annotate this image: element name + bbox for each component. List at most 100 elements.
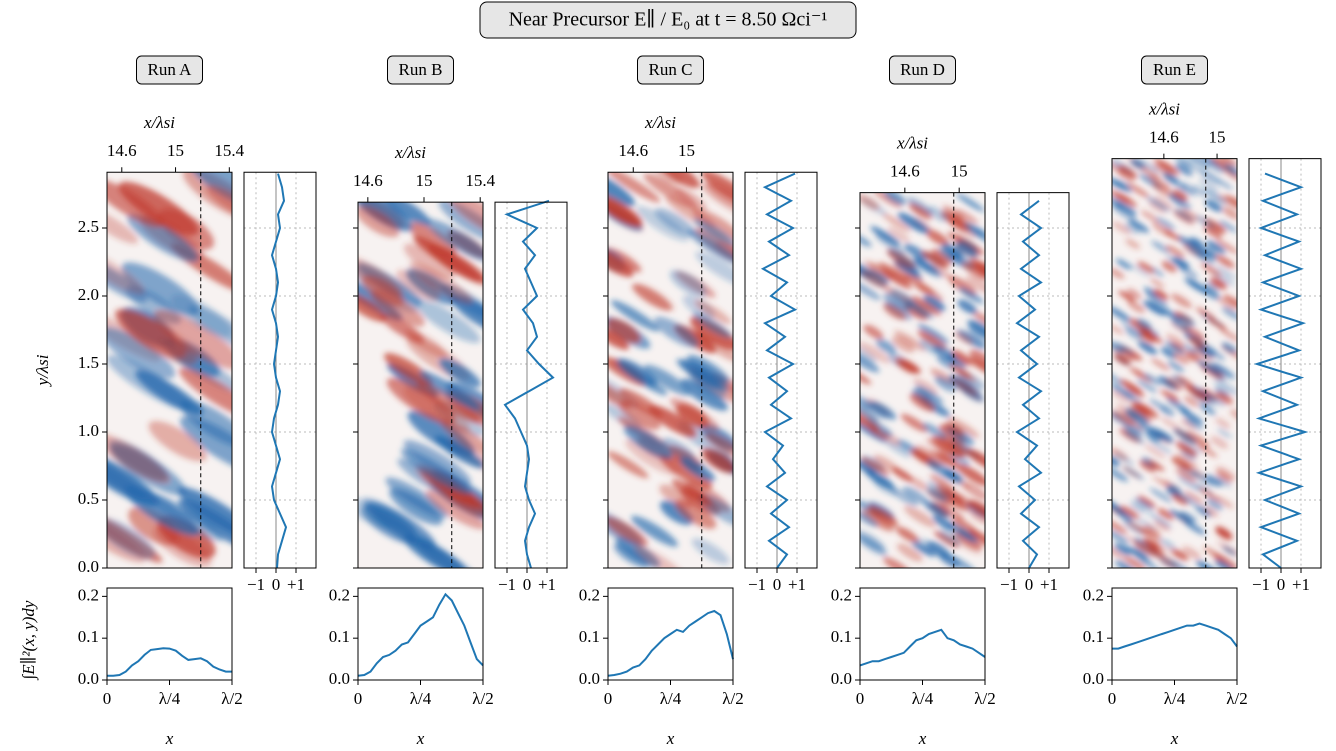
blob	[1147, 174, 1171, 190]
blob	[1179, 438, 1202, 454]
blob	[931, 248, 953, 265]
blob	[705, 182, 733, 209]
blob	[903, 505, 937, 528]
x-tick-label: 15	[951, 162, 968, 181]
x-tick-label: 14.6	[107, 141, 137, 160]
blob	[662, 437, 696, 461]
blob	[389, 488, 443, 525]
y-axis-label: ∫E∥²(x, y)dy	[19, 600, 39, 680]
blob	[153, 526, 212, 568]
y-tick-label: 0.0	[579, 669, 600, 688]
blob	[1131, 403, 1150, 416]
blob	[1184, 418, 1204, 431]
blob	[1190, 470, 1214, 486]
blob	[702, 449, 733, 473]
blob	[1208, 394, 1226, 407]
blob	[913, 378, 938, 396]
blob	[1125, 535, 1147, 550]
blob	[403, 243, 455, 279]
blob	[1215, 525, 1233, 538]
blob	[1222, 167, 1237, 181]
y-tick-label: 2.5	[78, 217, 99, 236]
integral-frame	[607, 587, 734, 681]
blob	[1224, 164, 1237, 176]
blob	[1128, 318, 1152, 335]
blob	[1183, 490, 1205, 505]
x-tick-label: −1	[247, 575, 265, 594]
x-tick-label: λ/4	[912, 689, 934, 708]
blob	[619, 388, 663, 418]
blob	[954, 331, 974, 345]
x-tick-label: λ/4	[1164, 689, 1186, 708]
blob	[937, 484, 965, 503]
blob	[124, 485, 200, 536]
blob	[408, 222, 457, 256]
blob	[1172, 428, 1197, 445]
blob	[1196, 443, 1218, 458]
blob	[608, 172, 661, 203]
y-tick-label: 2.0	[78, 285, 99, 304]
blob	[118, 181, 199, 236]
run-label-box	[889, 55, 956, 85]
blob	[929, 474, 954, 491]
blob	[1204, 199, 1223, 212]
blob	[434, 435, 483, 469]
x-tick-label: −1	[1000, 575, 1018, 594]
blob	[931, 436, 964, 459]
blob	[450, 295, 483, 335]
profile-line	[1253, 172, 1309, 569]
blob	[413, 298, 481, 344]
heatmap-frame	[859, 192, 986, 569]
blob	[860, 346, 878, 363]
blob	[1182, 344, 1198, 354]
blob	[873, 454, 900, 473]
blob	[1112, 383, 1135, 400]
blob	[1197, 487, 1220, 502]
run-label-box	[1141, 55, 1208, 85]
blob	[425, 489, 483, 530]
blob	[1137, 423, 1159, 437]
blob	[396, 269, 441, 301]
blob	[874, 234, 906, 255]
x-axis-label: x/λsi	[1148, 100, 1180, 119]
blob	[1136, 158, 1161, 174]
blob	[900, 413, 928, 433]
blob	[951, 377, 978, 395]
blob	[860, 411, 880, 433]
blob	[1216, 428, 1232, 439]
x-tick-label: 0	[1108, 689, 1117, 708]
run-label-box	[136, 55, 203, 85]
blob	[1112, 455, 1120, 467]
blob	[358, 205, 400, 238]
blob	[932, 515, 956, 531]
blob	[958, 287, 984, 304]
y-tick-label: 0.0	[831, 669, 852, 688]
blob	[956, 464, 985, 487]
x-tick-label: +1	[538, 575, 556, 594]
heatmap-frame	[106, 171, 233, 569]
blob	[1175, 453, 1198, 468]
blob	[1222, 341, 1237, 353]
blob	[1206, 498, 1224, 511]
blob	[1195, 215, 1216, 229]
blob	[1118, 165, 1138, 179]
blob	[1138, 334, 1155, 346]
heatmap-texture	[1112, 158, 1237, 568]
blob	[631, 515, 679, 547]
x-tick-label: λ/4	[410, 689, 432, 708]
blob	[1132, 551, 1154, 566]
blob	[957, 299, 977, 314]
profile-frame	[243, 171, 317, 569]
x-tick-label: 15	[1209, 128, 1226, 147]
blob	[873, 192, 902, 208]
blob	[625, 439, 680, 476]
blob	[1205, 240, 1226, 254]
heatmap-texture	[860, 192, 985, 568]
blob	[1215, 496, 1234, 509]
integral-frame	[106, 587, 233, 681]
title-box	[479, 1, 857, 39]
blob	[1214, 560, 1233, 568]
blob	[409, 262, 474, 305]
blob	[608, 516, 648, 547]
blob	[1198, 403, 1216, 415]
